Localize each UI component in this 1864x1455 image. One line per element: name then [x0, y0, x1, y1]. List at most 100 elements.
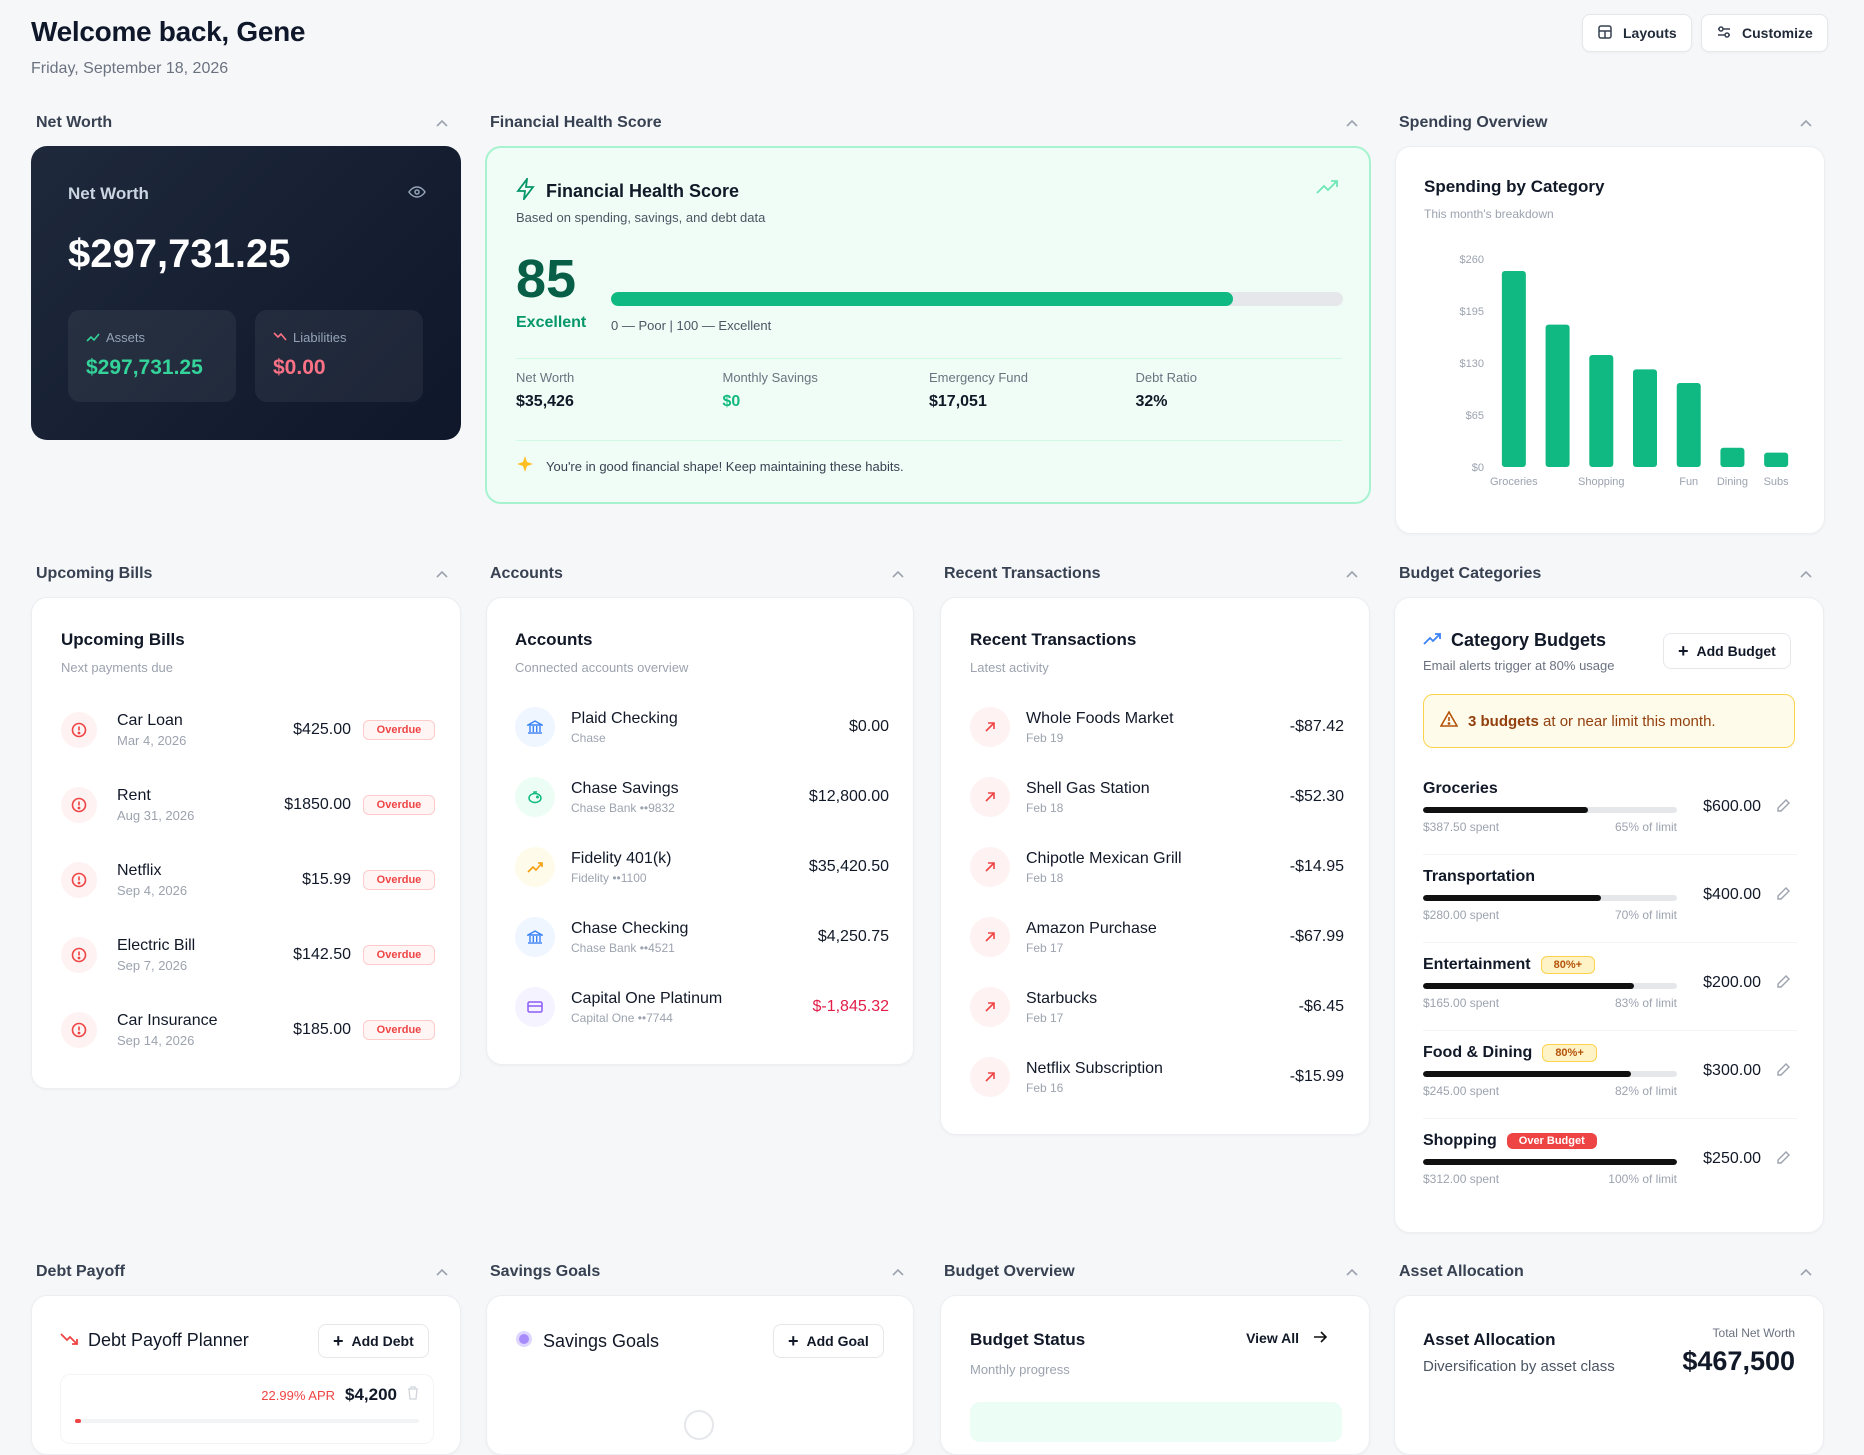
collapse-chevron-icon[interactable] [1798, 1264, 1814, 1280]
bill-date: Aug 31, 2026 [117, 807, 195, 823]
bill-amount: $185.00 [293, 1020, 351, 1038]
health-rating: Excellent [516, 314, 587, 331]
y-tick-label: $130 [1460, 358, 1484, 370]
bill-amount: $425.00 [293, 720, 351, 738]
account-row[interactable]: Capital One Platinum Capital One ••7744 … [515, 972, 889, 1042]
y-tick-label: $65 [1466, 410, 1484, 422]
liabilities-box: Liabilities $0.00 [255, 310, 423, 402]
collapse-chevron-icon[interactable] [890, 566, 906, 582]
transaction-row[interactable]: Amazon Purchase Feb 17 -$67.99 [970, 902, 1344, 972]
savings-card: Savings Goals + Add Goal [486, 1295, 914, 1455]
bill-name: Rent [117, 786, 151, 804]
collapse-chevron-icon[interactable] [1344, 1264, 1360, 1280]
budget-row: Food & Dining 80%+ $245.00 spent 82% of l… [1423, 1044, 1797, 1132]
section-accounts: Accounts [490, 565, 563, 582]
collapse-chevron-icon[interactable] [1344, 115, 1360, 131]
collapse-chevron-icon[interactable] [434, 1264, 450, 1280]
arrow-up-right-icon [970, 987, 1010, 1027]
bank-icon [515, 707, 555, 747]
assets-box: Assets $297,731.25 [68, 310, 236, 402]
collapse-chevron-icon[interactable] [1798, 115, 1814, 131]
bill-row[interactable]: Electric Bill Sep 7, 2026 $142.50 Overdu… [61, 917, 435, 992]
trend-up-icon [86, 330, 100, 345]
bill-row[interactable]: Car Insurance Sep 14, 2026 $185.00 Overd… [61, 992, 435, 1067]
collapse-chevron-icon[interactable] [890, 1264, 906, 1280]
collapse-chevron-icon[interactable] [1344, 566, 1360, 582]
asset-card: Asset Allocation Diversification by asse… [1394, 1295, 1824, 1455]
budget-name: Transportation [1423, 868, 1536, 885]
transaction-row[interactable]: Starbucks Feb 17 -$6.45 [970, 972, 1344, 1042]
arrow-right-icon [1313, 1330, 1328, 1346]
account-row[interactable]: Chase Checking Chase Bank ••4521 $4,250.… [515, 902, 889, 972]
metric-label: Debt Ratio [1135, 370, 1197, 385]
account-sub: Chase [571, 730, 606, 745]
bill-name: Car Insurance [117, 1011, 218, 1029]
bar-category-1[interactable] [1545, 324, 1570, 467]
overdue-badge: Overdue [363, 719, 435, 740]
customize-button[interactable]: Customize [1701, 14, 1828, 52]
transaction-date: Feb 19 [1026, 730, 1064, 745]
transaction-name: Shell Gas Station [1026, 779, 1150, 797]
budget-limit: $400.00 [1703, 886, 1761, 903]
page-title: Welcome back, Gene [31, 16, 306, 47]
bar-groceries[interactable] [1501, 271, 1526, 467]
bill-row[interactable]: Car Loan Mar 4, 2026 $425.00 Overdue [61, 692, 435, 767]
add-goal-button[interactable]: + Add Goal [773, 1324, 884, 1358]
account-amount: $35,420.50 [808, 858, 889, 875]
plus-icon: + [1678, 641, 1689, 661]
bar-fun[interactable] [1676, 383, 1701, 467]
accounts-title: Accounts [515, 630, 593, 649]
arrow-up-right-icon [970, 847, 1010, 887]
bill-row[interactable]: Rent Aug 31, 2026 $1850.00 Overdue [61, 767, 435, 842]
bar-category-3[interactable] [1633, 369, 1657, 467]
transaction-row[interactable]: Netflix Subscription Feb 16 -$15.99 [970, 1042, 1344, 1112]
x-tick-label: Fun [1679, 476, 1698, 488]
debt-amount: $4,200 [345, 1385, 397, 1404]
transaction-row[interactable]: Whole Foods Market Feb 19 -$87.42 [970, 692, 1344, 762]
metric-label: Monthly Savings [722, 370, 818, 385]
account-name: Chase Checking [571, 919, 689, 937]
pencil-icon[interactable] [1775, 798, 1791, 819]
transaction-amount: -$15.99 [1289, 1068, 1344, 1085]
collapse-chevron-icon[interactable] [434, 115, 450, 131]
bill-row[interactable]: Netflix Sep 4, 2026 $15.99 Overdue [61, 842, 435, 917]
debt-title: Debt Payoff Planner [88, 1330, 249, 1350]
collapse-chevron-icon[interactable] [434, 566, 450, 582]
transactions-card: Recent Transactions Latest activity Whol… [940, 597, 1370, 1135]
budget-name: Entertainment [1423, 956, 1531, 973]
overdue-badge: Overdue [363, 1019, 435, 1040]
health-metrics: Net Worth $35,426 Monthly Savings $0 Emerg… [516, 370, 1342, 411]
eye-icon[interactable] [408, 185, 426, 204]
liabilities-label: Liabilities [293, 330, 347, 345]
transactions-title: Recent Transactions [970, 630, 1137, 649]
budget-progress [1423, 895, 1677, 901]
arrow-up-right-icon [970, 707, 1010, 747]
account-row[interactable]: Fidelity 401(k) Fidelity ••1100 $35,420.… [515, 832, 889, 902]
health-score: 85 [516, 249, 577, 309]
debt-item[interactable]: 22.99% APR $4,200 [60, 1374, 434, 1444]
warning-icon [1439, 709, 1459, 732]
pencil-icon[interactable] [1775, 886, 1791, 907]
account-row[interactable]: Chase Savings Chase Bank ••9832 $12,800.… [515, 762, 889, 832]
pencil-icon[interactable] [1775, 1062, 1791, 1083]
add-debt-button[interactable]: + Add Debt [318, 1324, 429, 1358]
budget-status-bar [970, 1402, 1342, 1442]
health-card: Financial Health Score Based on spending… [485, 146, 1371, 504]
section-transactions: Recent Transactions [944, 565, 1101, 582]
bar-shopping[interactable] [1589, 355, 1614, 467]
bar-dining[interactable] [1720, 447, 1745, 467]
pencil-icon[interactable] [1775, 974, 1791, 995]
account-row[interactable]: Plaid Checking Chase $0.00 [515, 692, 889, 762]
collapse-chevron-icon[interactable] [1798, 566, 1814, 582]
pencil-icon[interactable] [1775, 1150, 1791, 1171]
account-sub: Capital One ••7744 [571, 1010, 673, 1025]
transaction-row[interactable]: Shell Gas Station Feb 18 -$52.30 [970, 762, 1344, 832]
budget-status-subtitle: Monthly progress [970, 1362, 1070, 1377]
trash-icon[interactable] [407, 1385, 419, 1405]
add-budget-button[interactable]: + Add Budget [1663, 633, 1791, 669]
transaction-row[interactable]: Chipotle Mexican Grill Feb 18 -$14.95 [970, 832, 1344, 902]
budget-limit: $300.00 [1703, 1062, 1761, 1079]
view-all-link[interactable]: View All [1246, 1330, 1328, 1346]
bar-subs[interactable] [1764, 452, 1789, 467]
layouts-button[interactable]: Layouts [1582, 14, 1692, 52]
